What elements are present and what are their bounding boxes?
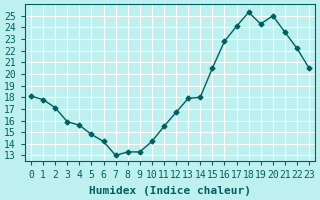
X-axis label: Humidex (Indice chaleur): Humidex (Indice chaleur)	[89, 186, 251, 196]
